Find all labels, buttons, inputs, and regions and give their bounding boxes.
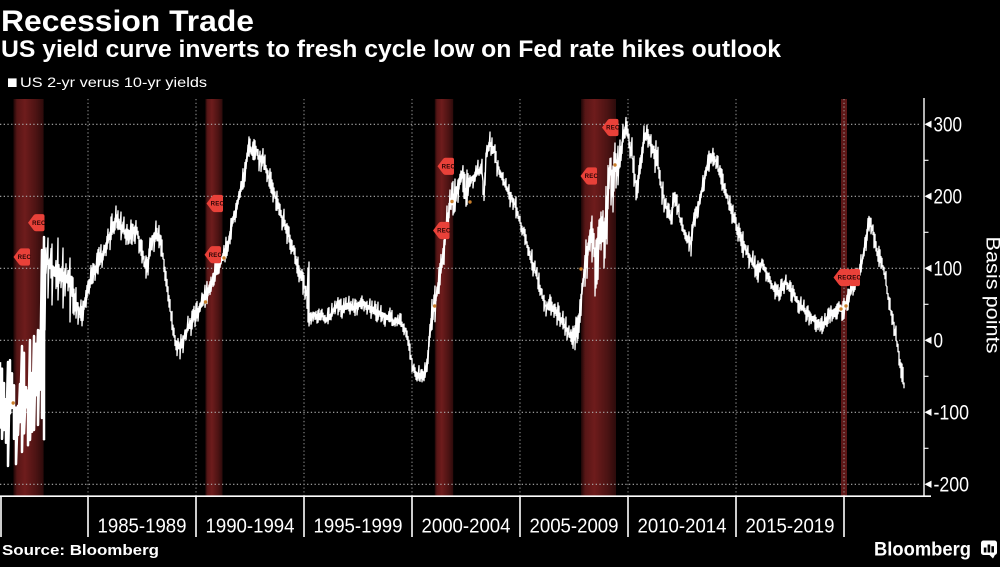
svg-text:2000-2004: 2000-2004 (422, 515, 511, 538)
svg-text:REC: REC (32, 220, 46, 227)
svg-text:2005-2009: 2005-2009 (530, 515, 619, 538)
svg-text:US yield curve inverts to fres: US yield curve inverts to fresh cycle lo… (1, 36, 782, 63)
svg-text:300: 300 (934, 114, 963, 137)
svg-text:1985-1989: 1985-1989 (98, 515, 187, 538)
svg-text:100: 100 (934, 258, 963, 281)
svg-text:1995-1999: 1995-1999 (314, 515, 403, 538)
svg-text:REC: REC (18, 254, 32, 261)
svg-text:200: 200 (934, 186, 963, 209)
svg-text:Recession Trade: Recession Trade (1, 5, 254, 38)
svg-text:REC: REC (437, 228, 451, 235)
svg-text:-100: -100 (934, 402, 970, 425)
svg-text:REC: REC (838, 275, 852, 282)
svg-text:Basis points: Basis points (982, 237, 1000, 354)
svg-text:-200: -200 (934, 474, 970, 497)
svg-text:REC: REC (442, 164, 456, 171)
svg-text:REC: REC (606, 125, 620, 132)
svg-text:REC: REC (211, 201, 225, 208)
svg-text:Source: Bloomberg: Source: Bloomberg (2, 543, 159, 559)
svg-text:1990-1994: 1990-1994 (206, 515, 295, 538)
svg-text:US 2-yr verus 10-yr yields: US 2-yr verus 10-yr yields (20, 74, 207, 90)
svg-text:REC: REC (209, 252, 223, 259)
svg-text:2015-2019: 2015-2019 (746, 515, 835, 538)
svg-text:0: 0 (934, 330, 944, 353)
svg-text:Bloomberg: Bloomberg (874, 540, 971, 561)
svg-text:REC: REC (585, 173, 599, 180)
svg-text:2010-2014: 2010-2014 (638, 515, 727, 538)
